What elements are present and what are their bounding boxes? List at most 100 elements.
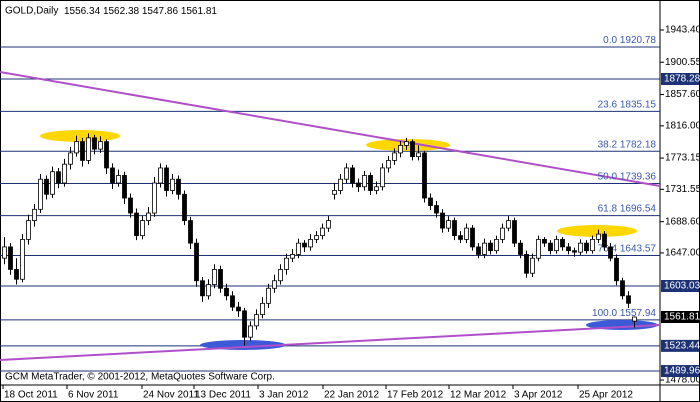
candle-body [626, 295, 631, 304]
candle-body [2, 246, 7, 259]
fib-label: 100.0 1557.94 [592, 308, 656, 319]
candle-body [26, 220, 31, 240]
candle-body [614, 257, 619, 282]
copyright: GCM MetaTrader, © 2001-2012, MetaQuotes … [5, 372, 275, 383]
candle-body [404, 141, 409, 146]
last-price-tag [661, 311, 699, 324]
fib-price: 1920.78 [620, 35, 657, 46]
candle-body [584, 242, 589, 252]
candle-body [170, 178, 175, 191]
candle-body [218, 269, 223, 289]
candle-body [332, 190, 337, 195]
candle-body [212, 269, 217, 285]
candle-body [542, 238, 547, 244]
y-tick-label: 1688.60 [665, 216, 700, 227]
candle-body [482, 242, 487, 255]
fib-price: 1696.54 [620, 203, 657, 214]
price-tag [661, 72, 699, 85]
candle-body [560, 238, 565, 248]
candle-body [230, 295, 235, 308]
candle-body [338, 178, 343, 191]
candle-body [344, 167, 349, 180]
candle-body [86, 137, 91, 161]
trendline [0, 324, 661, 361]
x-tick-label: 25 Apr 2012 [579, 390, 633, 401]
y-tick-label: 1857.60 [665, 89, 700, 100]
candle-body [314, 235, 319, 240]
fib-level: 100.0 [592, 308, 617, 319]
candle-body [44, 178, 49, 195]
candle-body [110, 167, 115, 184]
fib-level: 76.4 [598, 243, 618, 254]
candle-body [440, 212, 445, 229]
candle-body [302, 242, 307, 248]
price-tag-label: 1523.44 [664, 341, 700, 352]
candle-body [74, 141, 79, 154]
candle-body [530, 257, 535, 274]
candle-body [632, 316, 637, 322]
candle-body [56, 171, 61, 184]
x-tick-label: 22 Jan 2012 [324, 390, 379, 401]
candle-body [224, 287, 229, 297]
close: 1561.81 [181, 6, 218, 17]
candle-body [104, 141, 109, 169]
highlight-shapes [40, 130, 658, 350]
candle-body [428, 197, 433, 206]
y-tick-label: 1900.55 [665, 57, 700, 68]
x-tick-label: 18 Oct 2011 [4, 390, 58, 401]
candle-body [512, 220, 517, 244]
candle-body [572, 250, 577, 253]
fib-label: 76.4 1643.57 [598, 243, 657, 254]
candle-body [554, 238, 559, 252]
candle-body [374, 186, 379, 191]
candle-body [14, 269, 19, 280]
candle-body [536, 238, 541, 259]
candle-body [602, 233, 607, 248]
candle-body [8, 246, 13, 270]
candle-body [176, 178, 181, 195]
symbol-label: GOLD,Daily [5, 6, 58, 17]
fib-level: 0.0 [603, 35, 617, 46]
candle-body [368, 175, 373, 191]
candle-body [470, 227, 475, 248]
candle-body [356, 182, 361, 188]
candle-body [524, 254, 529, 274]
fib-price: 1643.57 [620, 243, 657, 254]
y-tick-label: 1943.40 [665, 25, 700, 36]
y-tick-label: 1816.00 [665, 120, 700, 131]
fib-price: 1739.36 [620, 171, 657, 182]
candle-body [200, 280, 205, 297]
fib-label: 38.2 1782.18 [598, 139, 657, 150]
candle-body [398, 144, 403, 154]
candle-body [422, 152, 427, 199]
candle-body [194, 242, 199, 282]
candle-body [50, 171, 55, 195]
candle-body [158, 167, 163, 184]
open: 1556.34 [64, 6, 101, 17]
candle-body [140, 220, 145, 237]
candle-body [578, 242, 583, 253]
candle-body [80, 141, 85, 161]
price-tag [661, 280, 699, 293]
candle-body [320, 227, 325, 237]
candle-body [284, 257, 289, 270]
low: 1547.86 [142, 6, 179, 17]
candle-body [350, 167, 355, 184]
candle-body [164, 167, 169, 191]
candle-body [242, 310, 247, 338]
ohlc-readout: 1556.34 1562.38 1547.86 1561.81 [64, 6, 217, 17]
candle-body [392, 152, 397, 161]
x-tick-label: 3 Jan 2012 [259, 390, 309, 401]
candle-body [410, 141, 415, 158]
candle-body [416, 152, 421, 158]
fib-price: 1557.94 [620, 308, 657, 319]
candle-body [146, 212, 151, 221]
candle-body [596, 233, 601, 240]
candle-body [458, 235, 463, 240]
candle-body [494, 238, 499, 252]
candle-body [38, 178, 43, 210]
price-tag [661, 339, 699, 352]
price-tag-label: 1489.96 [664, 366, 700, 377]
candle-body [326, 220, 331, 229]
